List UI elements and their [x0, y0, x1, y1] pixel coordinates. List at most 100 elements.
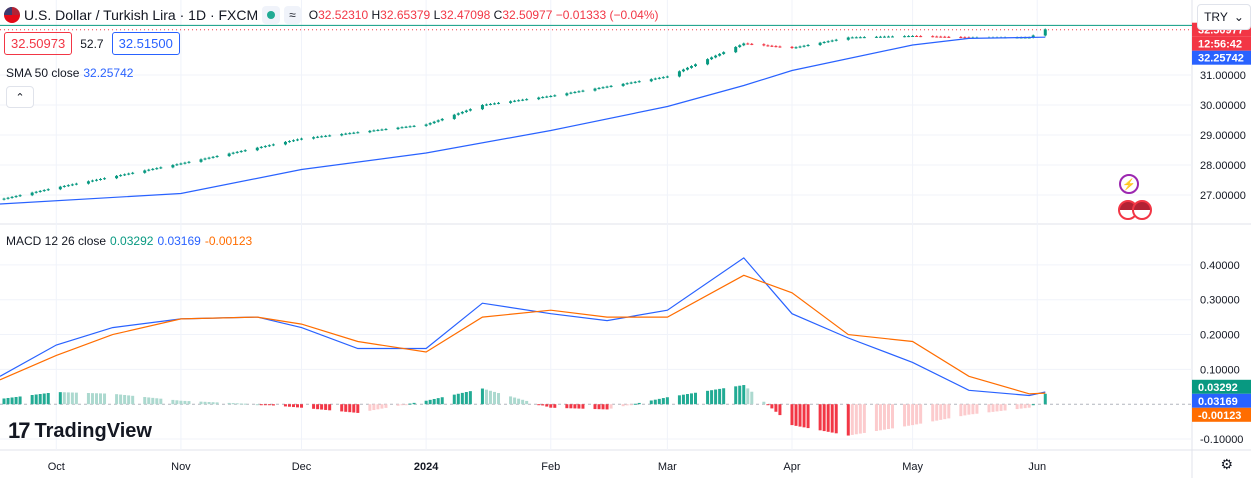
macd-histogram-bar — [30, 395, 34, 405]
macd-histogram-bar — [211, 402, 215, 405]
price-candle — [919, 36, 923, 38]
currency-selector[interactable]: TRY ⌄ — [1197, 4, 1251, 30]
currency-label: TRY — [1204, 10, 1228, 24]
macd-histogram-bar — [605, 404, 609, 410]
macd-histogram-bar — [328, 404, 332, 411]
price-candle — [545, 96, 549, 98]
price-candle — [300, 138, 304, 140]
macd-histogram-bar — [830, 404, 834, 433]
macd-histogram-bar — [2, 398, 6, 405]
price-candle — [119, 175, 123, 177]
price-candle — [569, 92, 573, 94]
price-axis-tag-label: 32.25742 — [1198, 53, 1244, 65]
price-candle — [878, 36, 882, 38]
price-candle — [424, 124, 428, 126]
price-candle — [203, 158, 207, 160]
price-candle — [762, 44, 766, 46]
collapse-legend-button[interactable]: ⌃ — [6, 86, 34, 108]
macd-histogram-bar — [862, 404, 866, 433]
chevron-up-icon: ⌃ — [15, 91, 25, 104]
macd-histogram-bar — [794, 404, 798, 426]
price-candle — [259, 146, 263, 148]
price-candle — [340, 134, 344, 136]
macd-histogram-bar — [657, 398, 661, 405]
macd-histogram-bar — [480, 388, 484, 405]
macd-histogram-bar — [464, 392, 468, 405]
sma-legend[interactable]: SMA 50 close 32.25742 — [6, 66, 133, 80]
macd-axis-tag-label: 0.03169 — [1198, 396, 1238, 408]
price-candle — [312, 137, 316, 139]
macd-histogram-bar — [123, 394, 127, 405]
price-candle — [468, 109, 472, 111]
macd-histogram-bar — [380, 404, 384, 409]
macd-histogram-bar — [854, 404, 858, 435]
ohlc-close: 32.50977 — [502, 8, 553, 22]
time-tick-label: Jun — [1028, 461, 1046, 473]
price-candle — [963, 37, 967, 39]
market-open-icon — [267, 11, 276, 19]
macd-histogram-bar — [70, 392, 74, 405]
price-candle — [155, 168, 159, 170]
macd-histogram-bar — [710, 390, 714, 405]
indicators-button[interactable]: ≈ — [284, 6, 301, 24]
price-candle — [565, 93, 569, 96]
price-candle — [577, 91, 581, 93]
macd-histogram-bar — [372, 404, 376, 411]
price-candle — [187, 161, 191, 163]
us-event-flag-icon-2[interactable] — [1132, 200, 1152, 220]
macd-histogram-bar — [903, 404, 907, 427]
price-candle — [356, 132, 360, 134]
macd-histogram-bar — [58, 392, 62, 405]
macd-histogram-bar — [681, 394, 685, 405]
sell-price-button[interactable]: 32.50973 — [4, 32, 73, 55]
ohlc-open: 32.52310 — [318, 8, 369, 22]
time-tick-label: Oct — [48, 461, 65, 473]
price-candle — [541, 97, 545, 99]
price-candle — [239, 151, 243, 153]
price-axis-tag-label: 12:56:42 — [1198, 39, 1242, 51]
price-candle — [710, 57, 714, 60]
macd-histogram-bar — [119, 394, 123, 405]
macd-legend-label: MACD 12 26 close — [6, 234, 107, 248]
macd-legend[interactable]: MACD 12 26 close 0.03292 0.03169 -0.00123 — [6, 234, 252, 248]
price-candle — [830, 40, 834, 42]
price-candle — [440, 118, 444, 121]
macd-histogram-bar — [239, 403, 243, 405]
price-candle — [862, 37, 866, 39]
macd-histogram-bar — [316, 404, 320, 410]
price-candle — [348, 133, 352, 135]
macd-axis-tag — [1192, 393, 1251, 408]
price-candle — [689, 66, 693, 68]
price-candle — [368, 130, 372, 133]
price-candle — [143, 170, 147, 173]
price-candle — [903, 36, 907, 38]
price-candle — [939, 36, 943, 38]
price-candle — [834, 39, 838, 41]
macd-legend-hist: -0.00123 — [204, 234, 253, 248]
price-tick-label: 29.00000 — [1200, 130, 1246, 142]
settings-gear-icon[interactable]: ⚙ — [1220, 456, 1233, 472]
price-candle — [854, 37, 858, 39]
time-tick-label: 2024 — [414, 461, 439, 473]
symbol-title[interactable]: U.S. Dollar / Turkish Lira · 1D · FXCM — [24, 7, 259, 23]
price-candle — [94, 179, 98, 181]
lightning-icon[interactable]: ⚡ — [1119, 174, 1139, 194]
macd-histogram-bar — [175, 400, 179, 405]
macd-histogram-bar — [629, 404, 633, 406]
macd-histogram-bar — [798, 404, 802, 427]
market-status-button[interactable] — [262, 6, 281, 24]
macd-histogram-bar — [456, 393, 460, 405]
macd-histogram-bar — [882, 404, 886, 430]
time-tick-label: Dec — [292, 461, 312, 473]
macd-histogram-bar — [738, 385, 742, 405]
price-candle — [581, 90, 585, 92]
price-candle — [283, 141, 287, 145]
price-candle — [271, 144, 275, 146]
price-candle — [380, 129, 384, 131]
price-candle — [376, 129, 380, 131]
buy-price-button[interactable]: 32.51500 — [111, 32, 180, 55]
spread-value: 52.7 — [80, 36, 104, 51]
macd-histogram-bar — [633, 403, 637, 405]
price-candle — [159, 167, 163, 169]
